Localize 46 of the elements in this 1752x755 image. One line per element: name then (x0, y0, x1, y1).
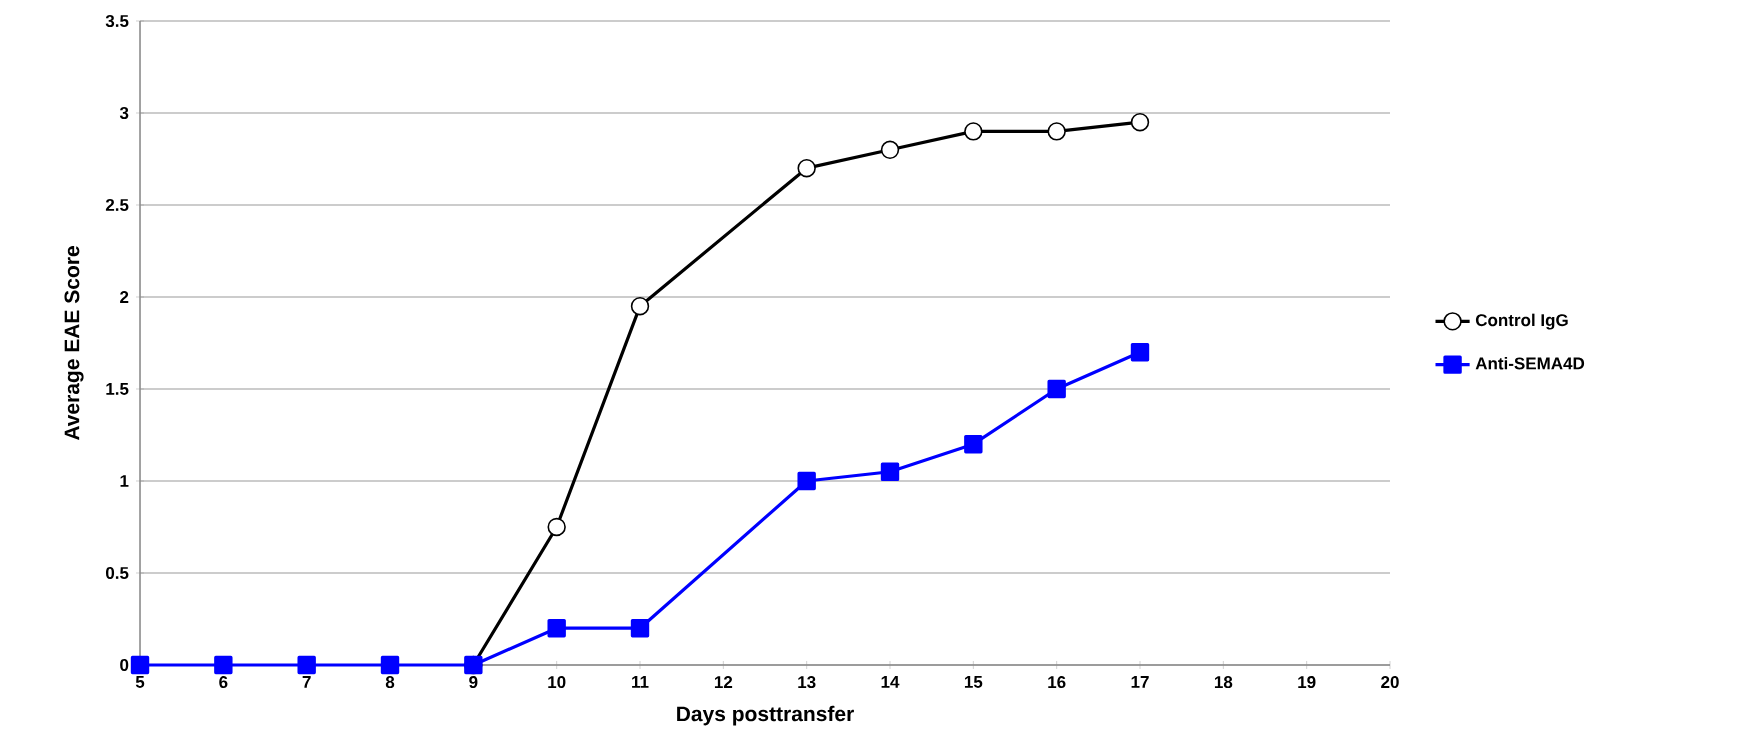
point (630, 618, 650, 638)
y-tick-label: 0.5 (105, 566, 129, 579)
x-tick-label: 5 (135, 676, 145, 688)
x-axis-title: Days posttransfer (677, 705, 854, 726)
x-tick-label: 6 (219, 676, 228, 689)
point (1130, 342, 1150, 362)
point (1047, 379, 1066, 399)
point (214, 655, 233, 675)
x-tick-label: 19 (1298, 676, 1316, 689)
x-tick-label: 12 (714, 676, 733, 688)
x-tick-label: 7 (302, 676, 311, 688)
point (880, 462, 900, 481)
legend-label: Control IgG (1475, 313, 1568, 330)
point (130, 655, 150, 675)
y-tick-label: 2 (120, 291, 129, 303)
point (630, 296, 650, 316)
point (797, 158, 816, 178)
y-axis-title: Average EAE Score (64, 246, 84, 441)
x-tick-label: 17 (1131, 676, 1149, 688)
legend-label: Anti-SEMA4D (1475, 356, 1585, 370)
x-tick-label: 15 (964, 676, 983, 688)
x-tick-label: 14 (881, 676, 900, 688)
point (964, 122, 983, 141)
x-tick-label: 20 (1381, 676, 1399, 689)
point (547, 618, 566, 638)
point (964, 434, 983, 454)
y-tick-label: 1.5 (106, 383, 129, 395)
x-tick-label: 13 (798, 676, 816, 689)
y-tick-label: 1 (120, 475, 129, 487)
x-tick-label: 11 (632, 676, 649, 688)
point (797, 471, 816, 491)
point (1130, 112, 1150, 132)
y-tick-label: 2.5 (105, 198, 129, 211)
x-tick-label: 9 (469, 676, 478, 689)
y-tick-label: 3.5 (105, 14, 129, 28)
x-tick-label: 8 (385, 676, 395, 689)
y-tick-label: 0 (120, 658, 129, 671)
x-tick-label: 10 (548, 676, 566, 689)
point (1047, 122, 1066, 141)
y-tick-label: 3 (119, 106, 129, 120)
point (547, 517, 566, 537)
x-tick-label: 16 (1048, 676, 1066, 689)
point (880, 140, 900, 159)
x-tick-label: 18 (1214, 676, 1233, 689)
point (380, 655, 400, 675)
point (297, 655, 316, 675)
